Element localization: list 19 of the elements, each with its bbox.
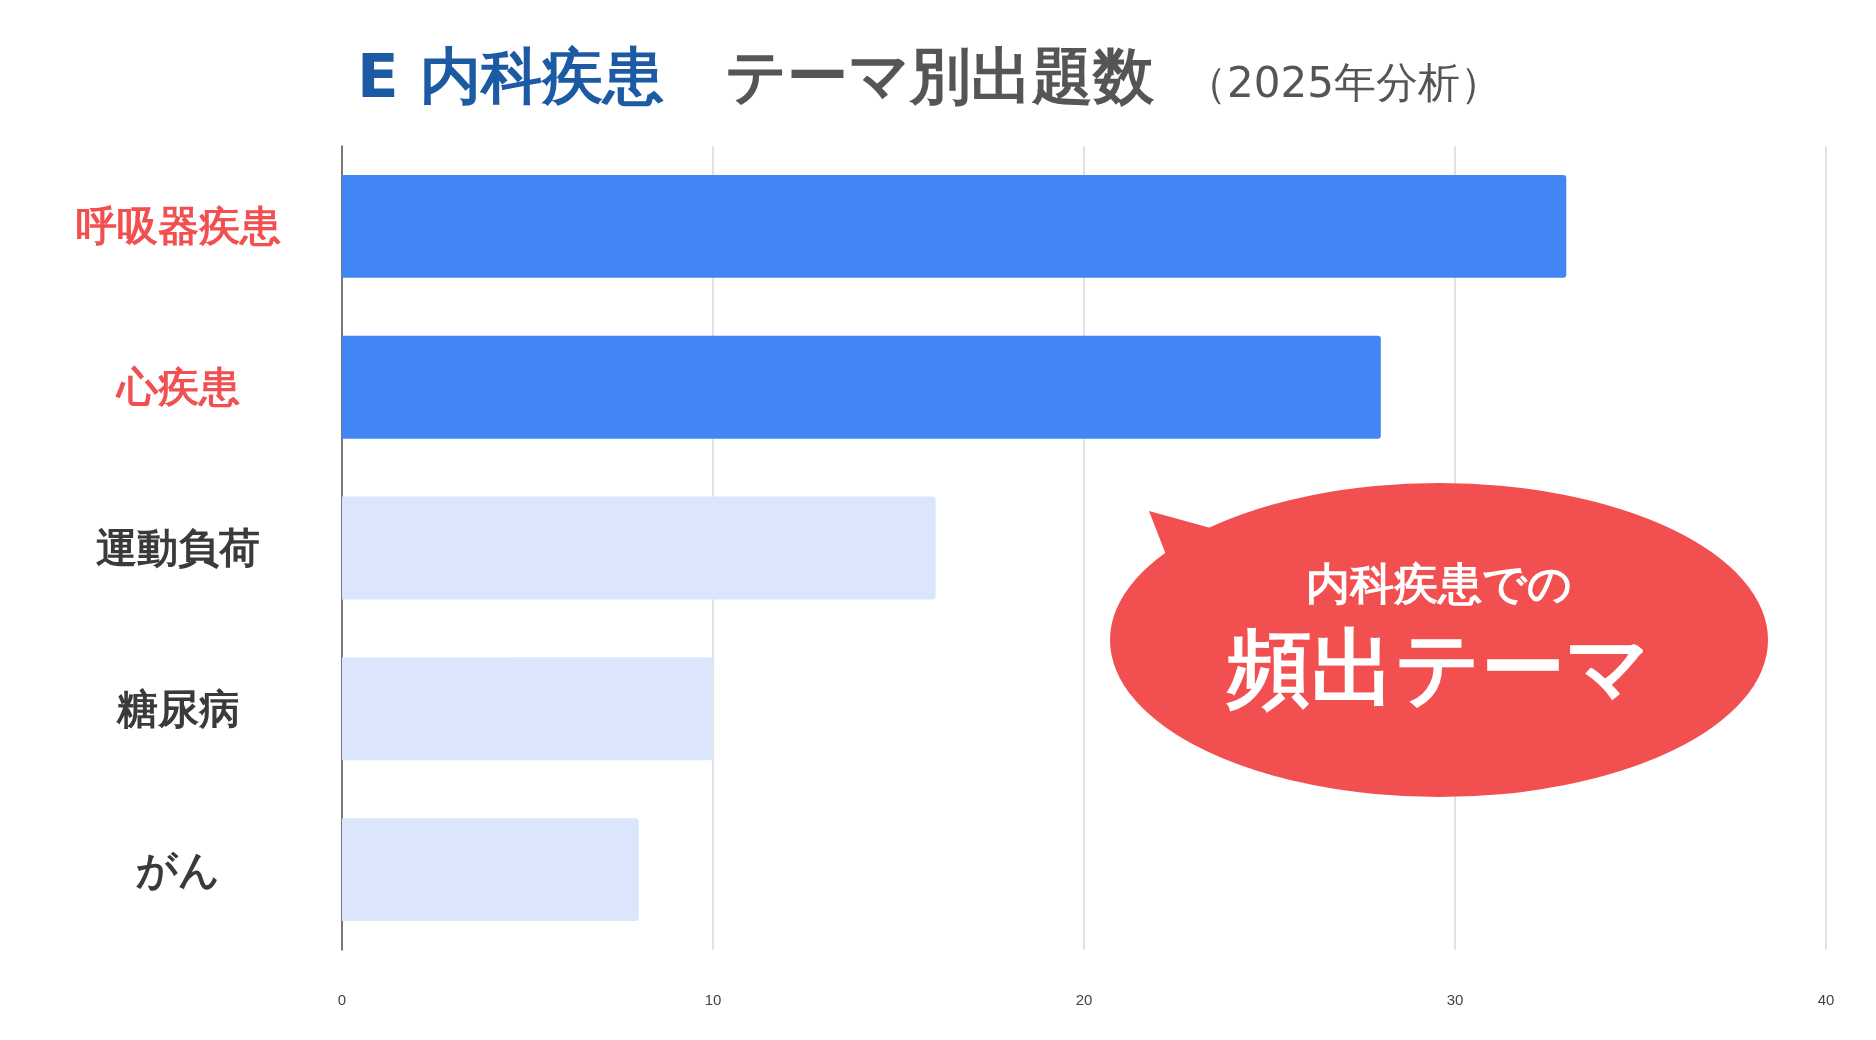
y-tick-label: 糖尿病 — [115, 684, 240, 733]
x-tick-label: 30 — [1446, 991, 1464, 1008]
annotation: 内科疾患での — [1305, 558, 1573, 609]
bar — [342, 174, 1567, 278]
x-tick-label: 40 — [1817, 991, 1835, 1008]
bar — [342, 818, 639, 922]
x-tick-label: 10 — [704, 991, 722, 1008]
annotation: 頻出テーマ — [1225, 619, 1652, 717]
bar — [342, 657, 713, 761]
y-tick-label: 呼吸器疾患 — [75, 202, 281, 251]
y-tick-label: 運動負荷 — [96, 524, 260, 572]
x-tick-label: 20 — [1075, 991, 1093, 1008]
bar — [342, 335, 1381, 439]
x-tick-label: 0 — [337, 991, 347, 1008]
bar — [342, 496, 936, 600]
y-tick-label: がん — [136, 845, 220, 894]
y-tick-label: 心疾患 — [114, 363, 240, 412]
chart-subtitle: （2025年分析） — [1185, 57, 1502, 107]
chart-title: E 内科疾患 テーマ別出題数 — [357, 40, 1155, 111]
